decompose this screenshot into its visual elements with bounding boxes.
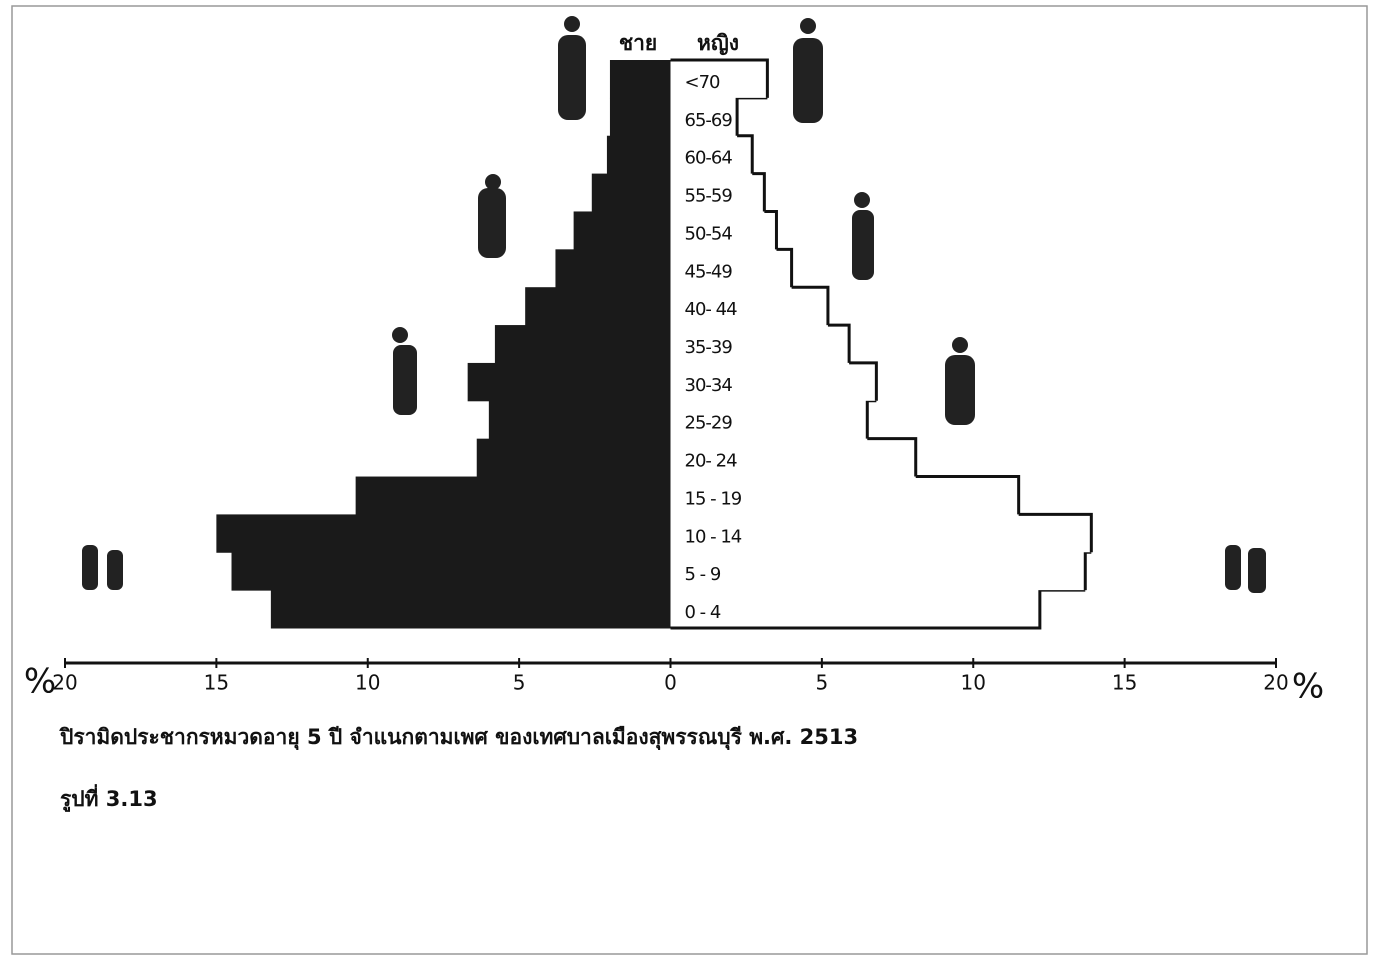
male-bar <box>555 249 671 288</box>
x-tick-label: 15 <box>1112 671 1137 695</box>
male-bar <box>606 135 671 175</box>
age-label: 55-59 <box>685 186 733 207</box>
silhouettes <box>82 16 1266 593</box>
x-tick-label: 20 <box>52 671 77 695</box>
age-label: 60-64 <box>685 148 733 169</box>
male-label: ชาย <box>619 31 657 55</box>
male-bar <box>573 211 671 250</box>
unit-left: % <box>24 662 56 702</box>
female-outline <box>915 475 1021 515</box>
male-bar <box>467 362 671 402</box>
unit-right: % <box>1292 667 1324 707</box>
female-bar <box>670 400 868 439</box>
age-label: 0 - 4 <box>685 602 721 623</box>
male-bar <box>494 325 671 364</box>
female-outline <box>735 96 768 136</box>
male-bar <box>231 552 671 591</box>
female-outline <box>791 285 830 326</box>
frame <box>11 5 1368 955</box>
x-tick-label: 10 <box>355 671 380 695</box>
age-label: 40- 44 <box>685 299 738 320</box>
male-bar <box>488 400 671 440</box>
female-outline <box>764 209 778 250</box>
female-bar <box>670 476 1019 515</box>
female-bar <box>670 211 777 250</box>
age-label: 10 - 14 <box>685 526 742 547</box>
male-bar <box>476 438 671 478</box>
female-outline <box>1018 512 1093 553</box>
figure-label: รูปที่ 3.13 <box>60 783 158 813</box>
age-label: 30-34 <box>685 375 733 396</box>
x-tick-label: 15 <box>204 671 229 695</box>
female-bar <box>670 552 1086 591</box>
x-tick-label: 0 <box>664 671 677 695</box>
x-tick-label: 20 <box>1263 671 1288 695</box>
female-bar <box>670 287 828 326</box>
x-tick-label: 5 <box>513 671 526 695</box>
age-label: 35-39 <box>685 337 733 358</box>
female-bar <box>670 590 1040 628</box>
female-outline <box>737 134 754 174</box>
age-label: <70 <box>685 72 721 93</box>
x-tick-label: 10 <box>961 671 986 695</box>
age-label: 5 - 9 <box>685 564 721 585</box>
male-bar <box>609 60 671 99</box>
age-label: 15 - 19 <box>685 488 742 509</box>
female-outline <box>867 437 918 477</box>
age-label: 45-49 <box>685 261 733 282</box>
female-bar <box>670 97 738 136</box>
male-bar <box>216 514 671 553</box>
female-bar <box>670 135 753 174</box>
age-label: 25-29 <box>685 413 733 434</box>
female-bar <box>670 173 765 212</box>
female-outline <box>776 247 794 288</box>
male-bar <box>591 173 671 212</box>
male-bar <box>270 590 671 629</box>
age-label: 20- 24 <box>685 451 738 472</box>
female-label: หญิง <box>697 31 739 56</box>
male-bar <box>525 287 671 326</box>
female-bar <box>670 325 850 363</box>
caption: ปิรามิดประชากรหมวดอายุ 5 ปี จำแนกตามเพศ … <box>58 725 858 751</box>
male-bar <box>609 97 671 137</box>
male-bar <box>355 476 671 515</box>
age-label: 65-69 <box>685 110 733 131</box>
female-outline <box>752 172 766 212</box>
female-bar <box>670 514 1092 553</box>
female-bar <box>670 362 877 401</box>
female-bar <box>670 249 792 288</box>
female-bar <box>670 438 916 477</box>
female-bar <box>670 60 768 98</box>
female-outline <box>1083 550 1092 591</box>
female-outline <box>670 58 769 98</box>
age-label: 50-54 <box>685 223 733 244</box>
female-outline <box>849 361 878 401</box>
female-outline <box>865 399 877 439</box>
x-tick-label: 5 <box>816 671 829 695</box>
female-outline <box>827 323 851 363</box>
